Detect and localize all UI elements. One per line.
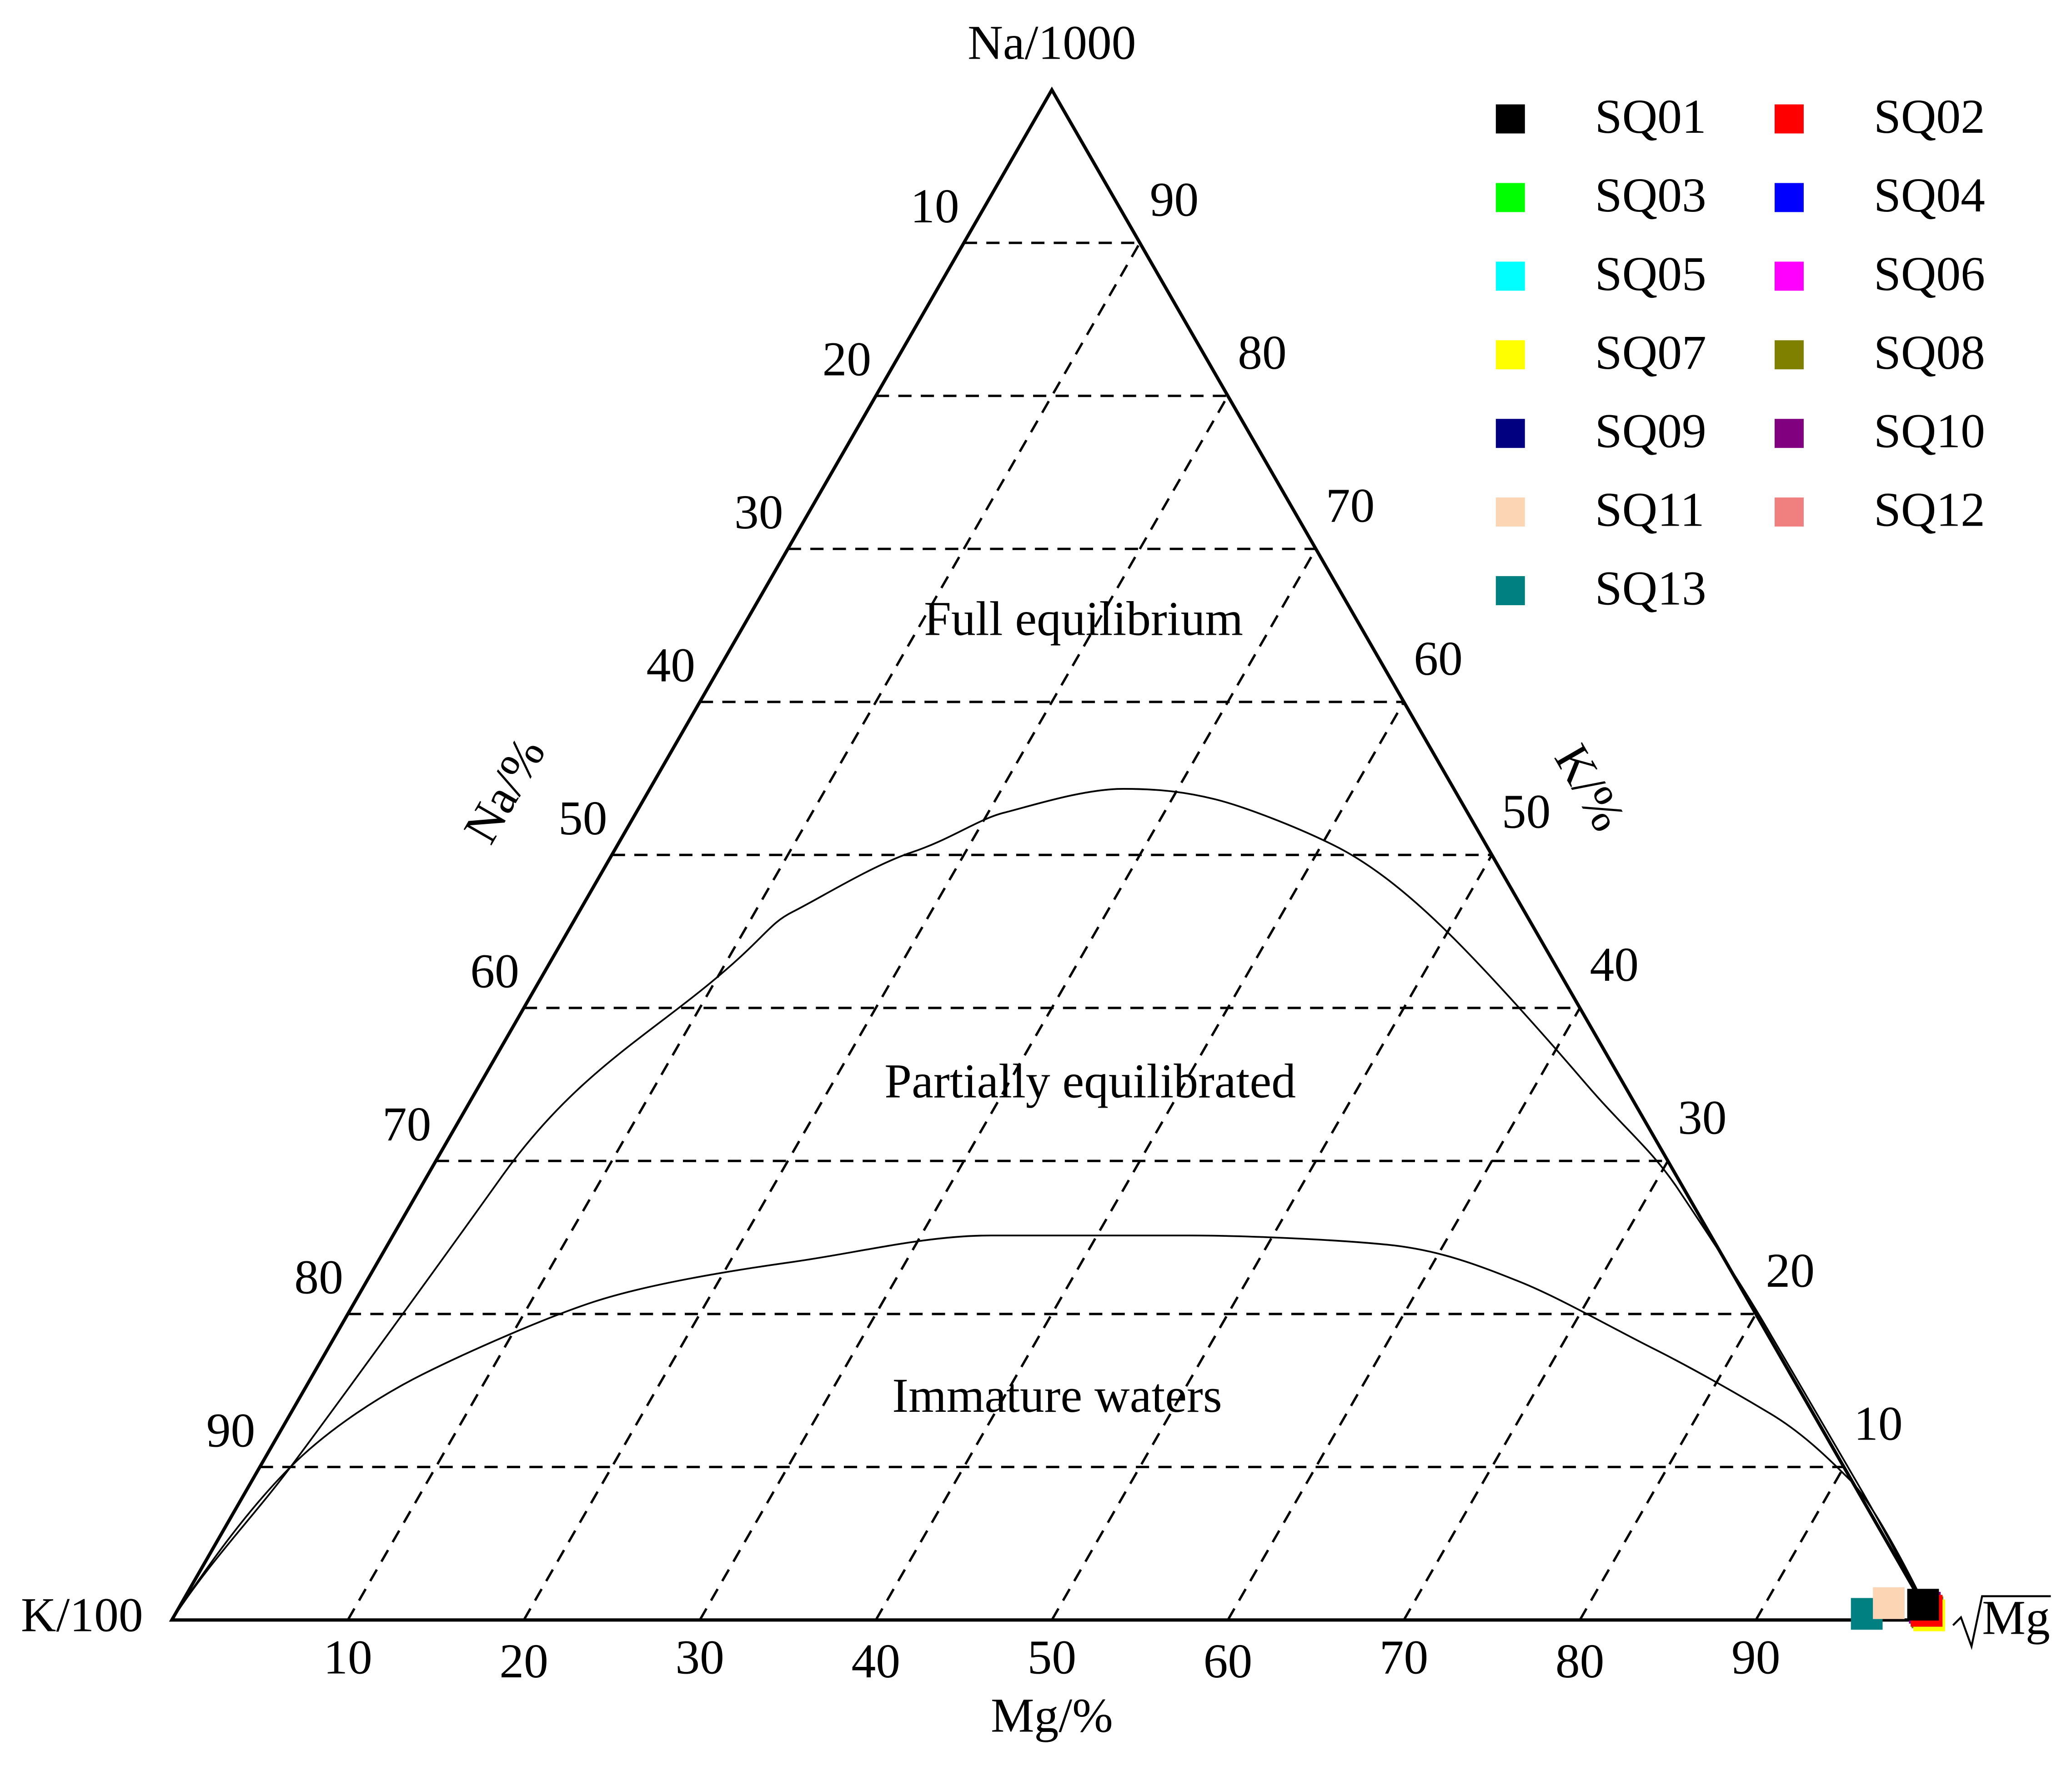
legend-label: SQ07 [1595,326,1706,380]
left-tick-label: 90 [206,1403,256,1457]
right-tick-label: 30 [1678,1091,1727,1145]
legend-marker [1495,261,1525,291]
legend-label: SQ03 [1595,168,1706,222]
legend-marker [1775,183,1804,212]
right-tick-label: 40 [1590,938,1639,992]
legend-label: SQ13 [1595,562,1706,616]
bottom-axis-title: Mg/% [991,1688,1113,1742]
legend-label: SQ02 [1874,90,1985,144]
left-tick-label: 20 [823,332,872,386]
right-tick-label: 70 [1326,479,1375,533]
legend-marker [1775,497,1804,527]
left-axis-title: Na/% [453,728,556,852]
triangle-frame [169,86,1935,1622]
legend-marker [1775,261,1804,291]
legend-label: SQ12 [1874,483,1985,537]
bottom-tick-label: 40 [852,1634,901,1688]
grid-line [698,548,1317,1621]
right-tick-label: 60 [1414,632,1463,686]
legend-label: SQ11 [1595,483,1705,537]
right-tick-label: 10 [1854,1397,1903,1451]
bottom-tick-label: 80 [1555,1634,1605,1688]
legend-marker [1495,576,1525,605]
bottom-tick-label: 50 [1028,1631,1077,1685]
left-tick-label: 30 [734,485,783,539]
boundary-curves [171,788,1933,1621]
legend-label: SQ06 [1874,247,1985,301]
legend-label: SQ01 [1595,90,1706,144]
bottom-tick-label: 90 [1731,1631,1781,1685]
legend-label: SQ05 [1595,247,1706,301]
region-label: Immature waters [892,1369,1222,1423]
grid-line [1403,1160,1669,1621]
legend-label: SQ08 [1874,326,1985,380]
data-point [1907,1589,1939,1621]
grid-line [1579,1313,1757,1621]
legend-label: SQ09 [1595,404,1706,458]
legend-marker [1495,419,1525,448]
legend-marker [1495,183,1525,212]
sqrt-sign [1952,1595,2051,1650]
region-label: Partially equilibrated [884,1054,1296,1108]
legend-marker [1495,104,1525,134]
full-equilibrium-curve [171,788,1933,1621]
bottom-tick-label: 30 [675,1631,724,1685]
left-tick-label: 10 [910,179,959,233]
region-label: Full equilibrium [924,592,1243,646]
grid-line [875,701,1405,1621]
left-tick-label: 40 [646,638,695,692]
bottom-tick-label: 10 [323,1631,372,1685]
left-tick-label: 50 [558,791,607,845]
grid-line [346,242,1141,1621]
legend-marker [1775,340,1804,370]
top-vertex-label: Na/1000 [968,15,1136,70]
left-vertex-label: K/100 [21,1588,143,1642]
immature-curve [171,1234,1933,1621]
legend-label: SQ04 [1874,168,1985,222]
bottom-tick-label: 70 [1380,1631,1429,1685]
left-tick-label: 60 [470,944,519,998]
data-point [1873,1587,1905,1619]
grid-line [1755,1466,1845,1621]
legend-label: SQ10 [1874,404,1985,458]
right-axis-title: K/% [1544,735,1636,840]
legend-marker [1775,104,1804,134]
bottom-tick-label: 20 [499,1634,548,1688]
legend-marker [1495,340,1525,370]
right-vertex-label: Mg [1982,1590,2050,1645]
grid-line [522,395,1229,1621]
bottom-tick-label: 60 [1204,1634,1253,1688]
right-tick-label: 20 [1766,1244,1815,1298]
right-tick-label: 50 [1502,785,1551,839]
legend-marker [1495,497,1525,527]
right-tick-label: 90 [1150,173,1199,227]
left-tick-label: 70 [382,1097,431,1151]
right-tick-label: 80 [1238,326,1287,380]
left-tick-label: 80 [294,1250,343,1304]
grid-line [1051,854,1493,1621]
legend-marker [1775,419,1804,448]
grid-line [1227,1007,1581,1621]
